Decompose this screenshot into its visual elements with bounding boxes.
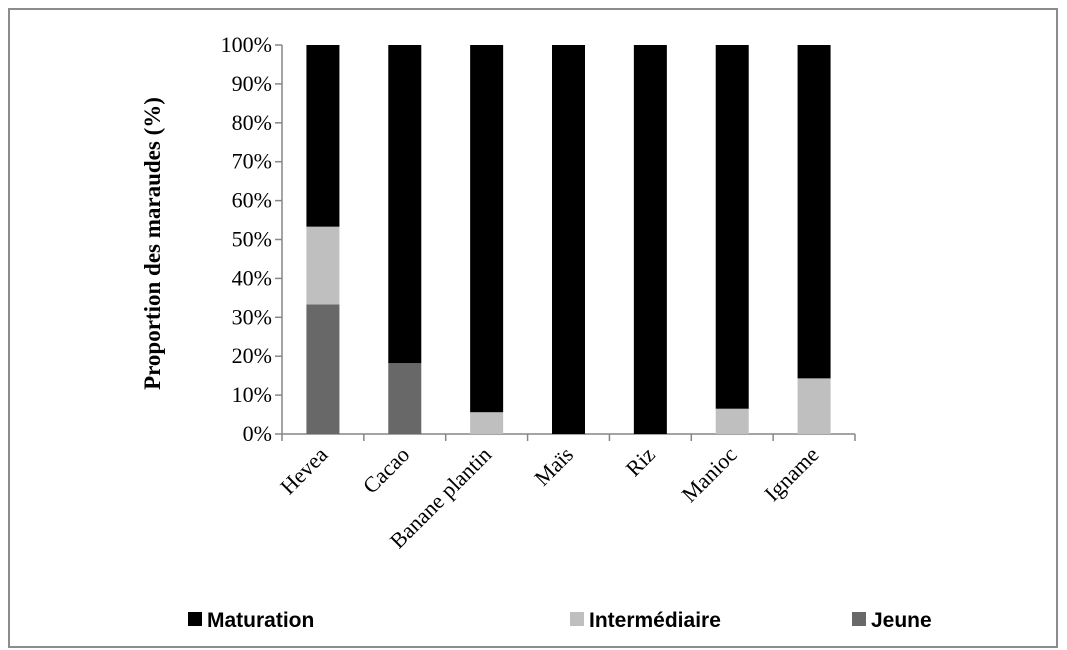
x-category-label: Cacao	[358, 442, 415, 499]
legend-label: Intermédiaire	[589, 609, 721, 632]
x-category-label: Riz	[621, 442, 660, 481]
x-category-label: Igname	[759, 442, 823, 506]
y-axis-label: Proportion des maraudes (%)	[140, 97, 165, 390]
x-category-label: Manioc	[677, 442, 742, 507]
bar-maturation-segment	[470, 45, 504, 413]
y-tick-label: 40%	[232, 265, 272, 290]
x-category-label: Hevea	[275, 442, 333, 500]
legend-label: Jeune	[871, 609, 932, 632]
y-tick-label: 0%	[243, 421, 272, 446]
y-tick-label: 90%	[232, 71, 272, 96]
legend-swatch	[188, 612, 202, 626]
y-tick-label: 10%	[232, 382, 272, 407]
legend-label: Maturation	[207, 609, 314, 632]
bar-maturation-segment	[552, 45, 585, 434]
legend: Maturation Intermédiaire Jeune	[188, 609, 932, 632]
legend-swatch	[570, 612, 584, 626]
stacked-bar-chart: 0% 10% 20% 30% 40% 50% 60% 70% 80% 90% 100% Hevea Ca…	[140, 32, 932, 632]
chart-frame: 0% 10% 20% 30% 40% 50% 60% 70% 80% 90% 100% Hevea Ca…	[8, 8, 1058, 648]
bar-interm-diaire-segment	[306, 226, 340, 305]
x-category-label: Maïs	[529, 442, 578, 491]
y-tick-label: 70%	[232, 149, 272, 174]
y-tick-label: 50%	[232, 227, 272, 252]
y-tick-label: 80%	[232, 110, 272, 135]
bar-interm-diaire-segment	[797, 378, 831, 434]
legend-swatch	[852, 612, 866, 626]
bar-maturation-segment	[388, 45, 422, 364]
bar-maturation-segment	[715, 45, 749, 409]
bar-maturation-segment	[797, 45, 831, 379]
y-tick-label: 20%	[232, 343, 272, 368]
bar-maturation-segment	[306, 45, 340, 227]
bar-jeune-segment	[388, 363, 422, 434]
y-tick-label: 100%	[221, 32, 272, 57]
y-tick-label: 30%	[232, 304, 272, 329]
bar-maturation-segment	[633, 45, 667, 434]
bar-interm-diaire-segment	[715, 408, 749, 434]
bar-jeune-segment	[306, 304, 340, 434]
plot-area: 0% 10% 20% 30% 40% 50% 60% 70% 80% 90% 100% Hevea Ca…	[221, 32, 856, 553]
y-tick-label: 60%	[232, 188, 272, 213]
bar-interm-diaire-segment	[470, 412, 504, 434]
